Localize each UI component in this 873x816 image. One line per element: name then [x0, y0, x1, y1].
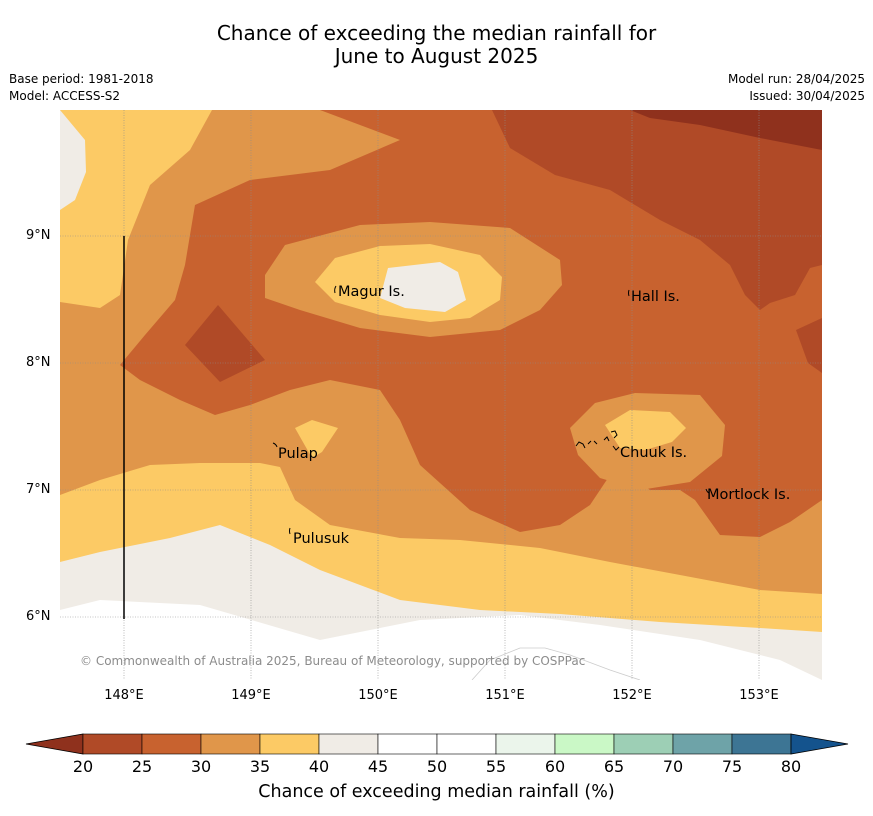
place-hall: Hall Is.	[631, 289, 680, 305]
colorbar-cells	[82, 733, 792, 755]
place-chuuk: Chuuk Is.	[620, 445, 688, 461]
issued-date: Issued: 30/04/2025	[749, 89, 865, 103]
colorbar-cell	[141, 733, 202, 755]
lon-label-149e: 149°E	[231, 688, 271, 703]
place-pulap: Pulap	[278, 446, 318, 462]
map-title: Chance of exceeding the median rainfall …	[0, 22, 873, 68]
colorbar-cell	[613, 733, 674, 755]
place-mortlock: Mortlock Is.	[707, 487, 791, 503]
colorbar-tick-label: 65	[603, 757, 625, 776]
lon-label-150e: 150°E	[358, 688, 398, 703]
grid-lines	[60, 110, 822, 680]
model-run: Model run: 28/04/2025	[727, 72, 865, 86]
model-name: Model: ACCESS-S2	[9, 89, 121, 103]
colorbar-tick-label: 20	[72, 757, 94, 776]
band-under-20	[630, 110, 822, 150]
colorbar-cell	[554, 733, 615, 755]
colorbar-cell	[672, 733, 733, 755]
title-line-1: Chance of exceeding the median rainfall …	[216, 21, 657, 45]
colorbar-cell	[259, 733, 320, 755]
island-markers	[272, 285, 710, 535]
band-20-25	[492, 110, 822, 310]
colorbar-cell	[318, 733, 379, 755]
colorbar-tick-label: 35	[249, 757, 271, 776]
lon-label-151e: 151°E	[485, 688, 525, 703]
lat-label-7n: 7°N	[26, 482, 51, 497]
lon-label-153e: 153°E	[739, 688, 779, 703]
meta-left: Base period: 1981-2018 Model: ACCESS-S2	[9, 71, 154, 105]
colorbar-cell	[731, 733, 792, 755]
copyright-notice: © Commonwealth of Australia 2025, Bureau…	[80, 654, 586, 668]
lat-label-6n: 6°N	[26, 609, 51, 624]
colorbar-cell	[495, 733, 556, 755]
colorbar-title: Chance of exceeding median rainfall (%)	[258, 782, 615, 802]
colorbar-tick-label: 60	[544, 757, 566, 776]
colorbar-cell	[377, 733, 438, 755]
lat-label-9n: 9°N	[26, 228, 51, 243]
lat-label-8n: 8°N	[26, 355, 51, 370]
colorbar-cell	[200, 733, 261, 755]
contour-lower	[471, 647, 641, 680]
colorbar-cell	[82, 733, 143, 755]
colorbar-under-triangle	[25, 733, 84, 755]
colorbar-tick-label: 45	[367, 757, 389, 776]
colorbar-tick-label: 70	[662, 757, 684, 776]
colorbar-tick-label: 40	[308, 757, 330, 776]
place-pulusuk: Pulusuk	[293, 531, 350, 547]
colorbar-over-triangle	[790, 733, 849, 755]
colorbar-cell	[436, 733, 497, 755]
colorbar-tick-label: 55	[485, 757, 507, 776]
colorbar-tick-label: 30	[190, 757, 212, 776]
magur-ring-40-45	[380, 262, 466, 312]
colorbar-tick-label: 25	[131, 757, 153, 776]
meta-right: Model run: 28/04/2025 Issued: 30/04/2025	[728, 71, 865, 105]
colorbar-tick-label: 75	[721, 757, 743, 776]
colorbar-tick-label: 80	[780, 757, 802, 776]
west-edge-40-45	[60, 110, 86, 210]
lon-label-148e: 148°E	[104, 688, 144, 703]
pulap-patch-35-40	[295, 420, 338, 458]
colorbar-tick-label: 50	[426, 757, 448, 776]
base-period: Base period: 1981-2018	[9, 72, 154, 86]
place-magur: Magur Is.	[338, 284, 405, 300]
band-20-25-east	[796, 318, 822, 373]
rainfall-map	[60, 110, 822, 680]
lon-label-152e: 152°E	[612, 688, 652, 703]
chuuk-ring-35-40	[605, 410, 686, 450]
title-line-2: June to August 2025	[334, 44, 539, 68]
